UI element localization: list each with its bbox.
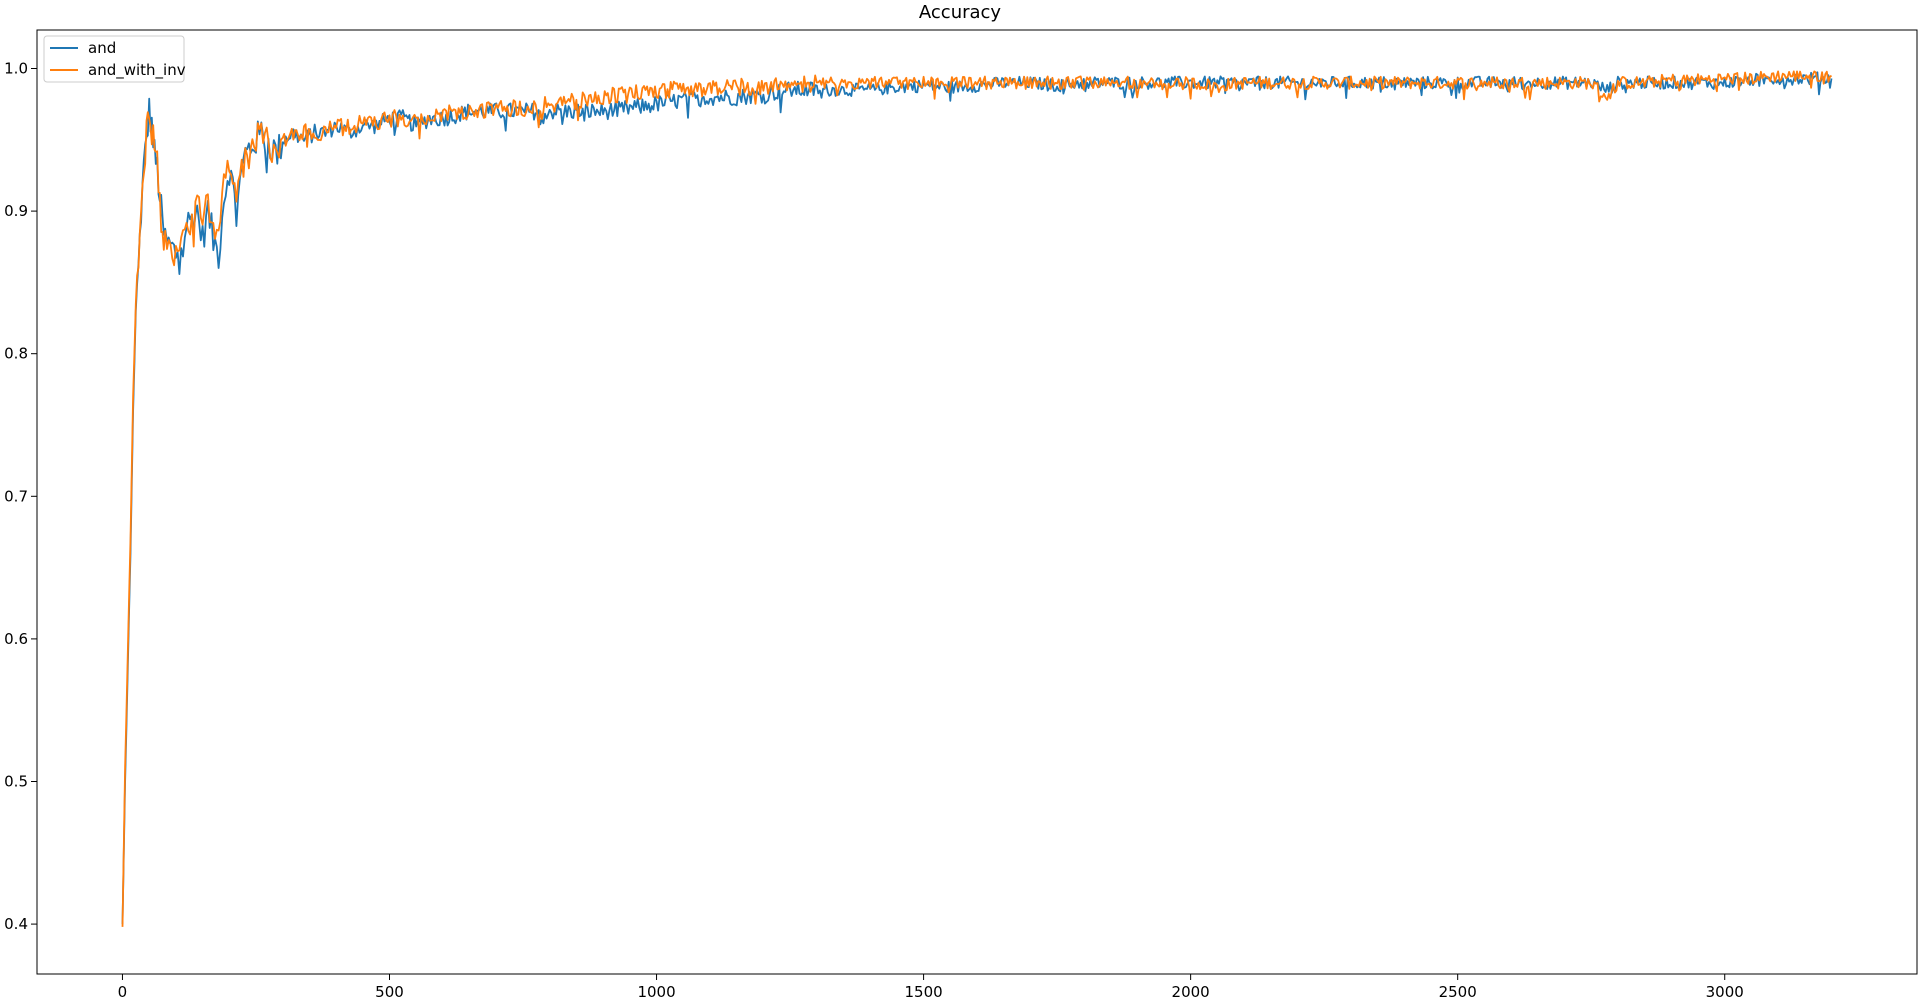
y-tick-label-0.5: 0.5: [4, 772, 28, 790]
legend-label-and: and: [88, 39, 116, 57]
y-tick-label-1.0: 1.0: [4, 60, 28, 78]
x-tick-label-1000: 1000: [637, 983, 675, 1001]
x-tick-label-1500: 1500: [904, 983, 942, 1001]
x-tick-label-2500: 2500: [1439, 983, 1477, 1001]
x-tick-label-2000: 2000: [1172, 983, 1210, 1001]
axes-frame: [37, 30, 1917, 974]
plot-area: 0 500 1000 1500 2000 2500 3000 0.4 0.5 0.6 0.7 0.8…: [4, 30, 1917, 1001]
y-tick-label-0.9: 0.9: [4, 202, 28, 220]
y-tick-label-0.4: 0.4: [4, 915, 28, 933]
x-tick-label-500: 500: [375, 983, 404, 1001]
legend-label-and-with-inv: and_with_inv: [88, 61, 186, 80]
x-tick-label-0: 0: [118, 983, 128, 1001]
legend: and and_with_inv: [44, 36, 186, 82]
chart-title: Accuracy: [919, 2, 1002, 23]
y-tick-label-0.6: 0.6: [4, 630, 28, 648]
y-tick-label-0.8: 0.8: [4, 345, 28, 363]
x-tick-label-3000: 3000: [1706, 983, 1744, 1001]
y-tick-label-0.7: 0.7: [4, 487, 28, 505]
